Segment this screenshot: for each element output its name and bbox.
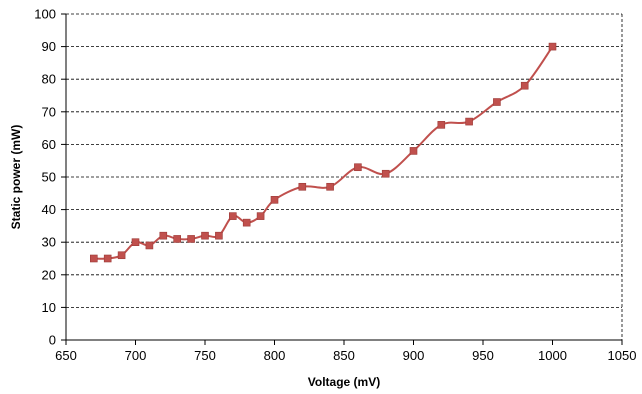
- data-point-740: [187, 235, 195, 243]
- gridlines: [66, 13, 622, 308]
- y-tick-label-20: 20: [42, 267, 56, 282]
- y-tick-label-50: 50: [42, 170, 56, 185]
- series: [90, 42, 557, 263]
- x-axis-title: Voltage (mV): [308, 375, 380, 389]
- y-tick-label-80: 80: [42, 72, 56, 87]
- data-point-800: [270, 196, 279, 204]
- data-point-820: [298, 182, 307, 191]
- x-tick-label-850: 850: [333, 348, 355, 363]
- data-point-690: [117, 251, 126, 260]
- axes: [61, 13, 623, 345]
- data-point-760: [215, 231, 223, 240]
- y-axis-title: Static power (mW): [9, 125, 23, 230]
- data-point-770: [229, 212, 237, 220]
- data-point-860: [354, 163, 362, 172]
- y-tick-label-10: 10: [42, 300, 56, 315]
- y-tick-label-70: 70: [42, 104, 56, 119]
- data-point-680: [103, 254, 112, 263]
- data-point-710: [145, 241, 154, 250]
- data-point-790: [256, 212, 265, 220]
- data-point-920: [437, 121, 446, 129]
- data-point-840: [326, 182, 334, 191]
- data-point-980: [520, 81, 529, 90]
- data-point-670: [90, 254, 98, 263]
- series-line-0: [93, 46, 554, 260]
- x-tick-label-800: 800: [264, 348, 286, 363]
- data-point-780: [242, 218, 251, 227]
- data-point-750: [201, 231, 209, 240]
- data-point-1000: [548, 42, 557, 51]
- tick-labels: 0 10 20 30 40 50 60 70 80 90 100 650 700 750 800 850 900…: [34, 7, 636, 364]
- x-tick-label-700: 700: [125, 348, 147, 363]
- x-tick-label-1050: 1050: [608, 348, 637, 363]
- y-tick-label-40: 40: [42, 202, 56, 217]
- data-point-720: [159, 231, 168, 240]
- x-tick-label-950: 950: [472, 348, 494, 363]
- x-tick-label-650: 650: [55, 348, 77, 363]
- y-tick-label-60: 60: [42, 137, 56, 152]
- x-tick-label-1000: 1000: [538, 348, 567, 363]
- data-point-900: [409, 147, 418, 155]
- data-point-880: [381, 169, 390, 178]
- data-point-940: [465, 117, 473, 126]
- y-tick-label-90: 90: [42, 39, 56, 54]
- y-tick-label-30: 30: [42, 235, 56, 250]
- x-tick-label-750: 750: [194, 348, 216, 363]
- y-tick-label-100: 100: [34, 7, 56, 22]
- y-tick-label-0: 0: [49, 333, 56, 348]
- data-point-730: [173, 235, 181, 243]
- data-point-960: [493, 98, 501, 106]
- x-tick-label-900: 900: [403, 348, 425, 363]
- data-point-700: [131, 238, 140, 246]
